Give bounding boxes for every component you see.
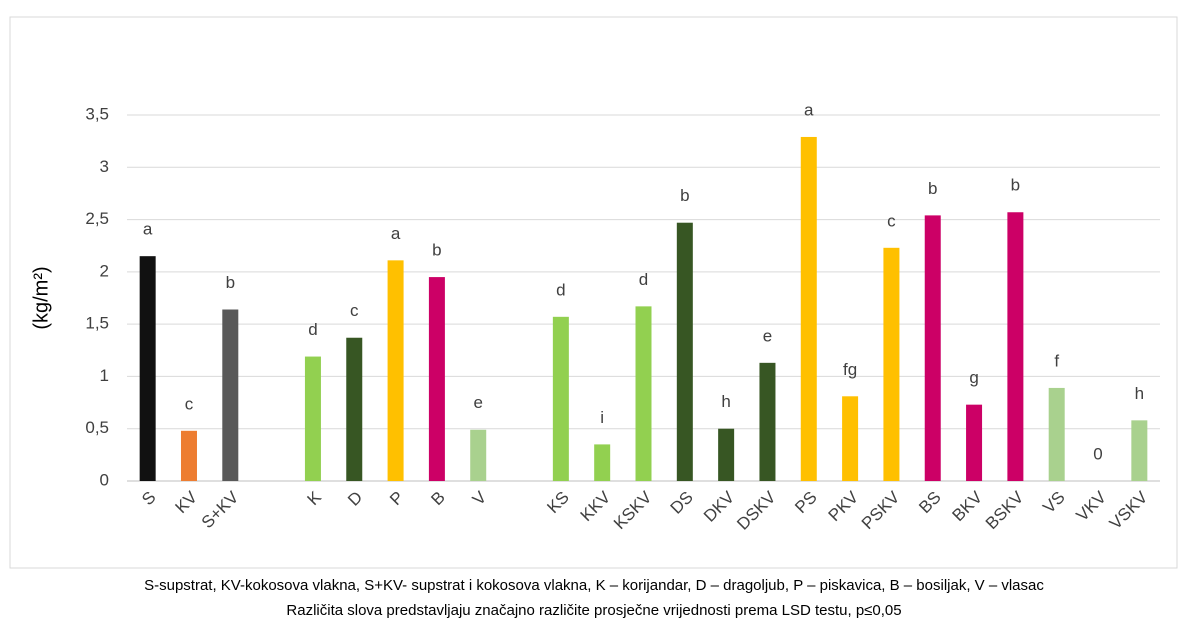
y-tick-label: 3,5 bbox=[85, 104, 109, 123]
bar-annotation: d bbox=[639, 270, 648, 289]
bar-annotation: i bbox=[600, 408, 604, 427]
bar bbox=[346, 337, 363, 481]
y-tick-label: 2,5 bbox=[85, 209, 109, 228]
bar-annotation: b bbox=[432, 241, 441, 260]
bar-annotation: 0 bbox=[1093, 444, 1102, 463]
bar bbox=[139, 256, 156, 481]
bar-annotation: b bbox=[1011, 176, 1020, 195]
bar-annotation: f bbox=[1054, 351, 1059, 370]
bar bbox=[635, 306, 652, 481]
bar bbox=[800, 136, 817, 481]
bar-annotation: e bbox=[473, 393, 482, 412]
bar-annotation: b bbox=[226, 273, 235, 292]
y-tick-label: 1 bbox=[100, 366, 109, 385]
bar bbox=[470, 429, 487, 481]
bar bbox=[1048, 387, 1065, 481]
bar bbox=[180, 430, 197, 481]
footnote: Različita slova predstavljaju značajno r… bbox=[286, 602, 901, 619]
bar bbox=[718, 428, 735, 481]
bar-annotation: c bbox=[185, 394, 194, 413]
bar bbox=[676, 222, 693, 482]
y-tick-label: 3 bbox=[100, 157, 109, 176]
bar-annotation: h bbox=[1135, 384, 1144, 403]
bar bbox=[966, 404, 983, 481]
bar-annotation: h bbox=[721, 392, 730, 411]
bar bbox=[1007, 212, 1024, 481]
bar-annotation: c bbox=[350, 301, 359, 320]
y-axis-label: (kg/m²) bbox=[30, 266, 52, 329]
bar bbox=[759, 362, 776, 481]
y-tick-label: 1,5 bbox=[85, 314, 109, 333]
bar-annotation: fg bbox=[843, 360, 857, 379]
bar-annotation: a bbox=[143, 220, 153, 239]
bar-annotation: c bbox=[887, 211, 896, 230]
bar bbox=[1131, 420, 1148, 481]
bar-annotation: a bbox=[391, 224, 401, 243]
bar bbox=[883, 247, 900, 481]
bar bbox=[304, 356, 321, 481]
bar bbox=[428, 277, 445, 481]
bar-annotation: a bbox=[804, 100, 814, 119]
chart-frame bbox=[9, 16, 1178, 569]
bar-annotation: e bbox=[763, 326, 772, 345]
bar-annotation: b bbox=[680, 186, 689, 205]
bar-annotation: d bbox=[556, 280, 565, 299]
bar bbox=[594, 444, 611, 481]
bar-annotation: d bbox=[308, 320, 317, 339]
y-tick-label: 0 bbox=[100, 470, 109, 489]
bar-annotation: b bbox=[928, 179, 937, 198]
y-tick-label: 2 bbox=[100, 261, 109, 280]
bar-annotation: g bbox=[969, 368, 978, 387]
bar bbox=[552, 316, 569, 481]
y-tick-label: 0,5 bbox=[85, 418, 109, 437]
bar bbox=[387, 260, 404, 481]
bar bbox=[222, 309, 239, 481]
footnote: S-supstrat, KV-kokosova vlakna, S+KV- su… bbox=[144, 577, 1044, 594]
bar bbox=[842, 396, 859, 481]
bar bbox=[924, 215, 941, 482]
